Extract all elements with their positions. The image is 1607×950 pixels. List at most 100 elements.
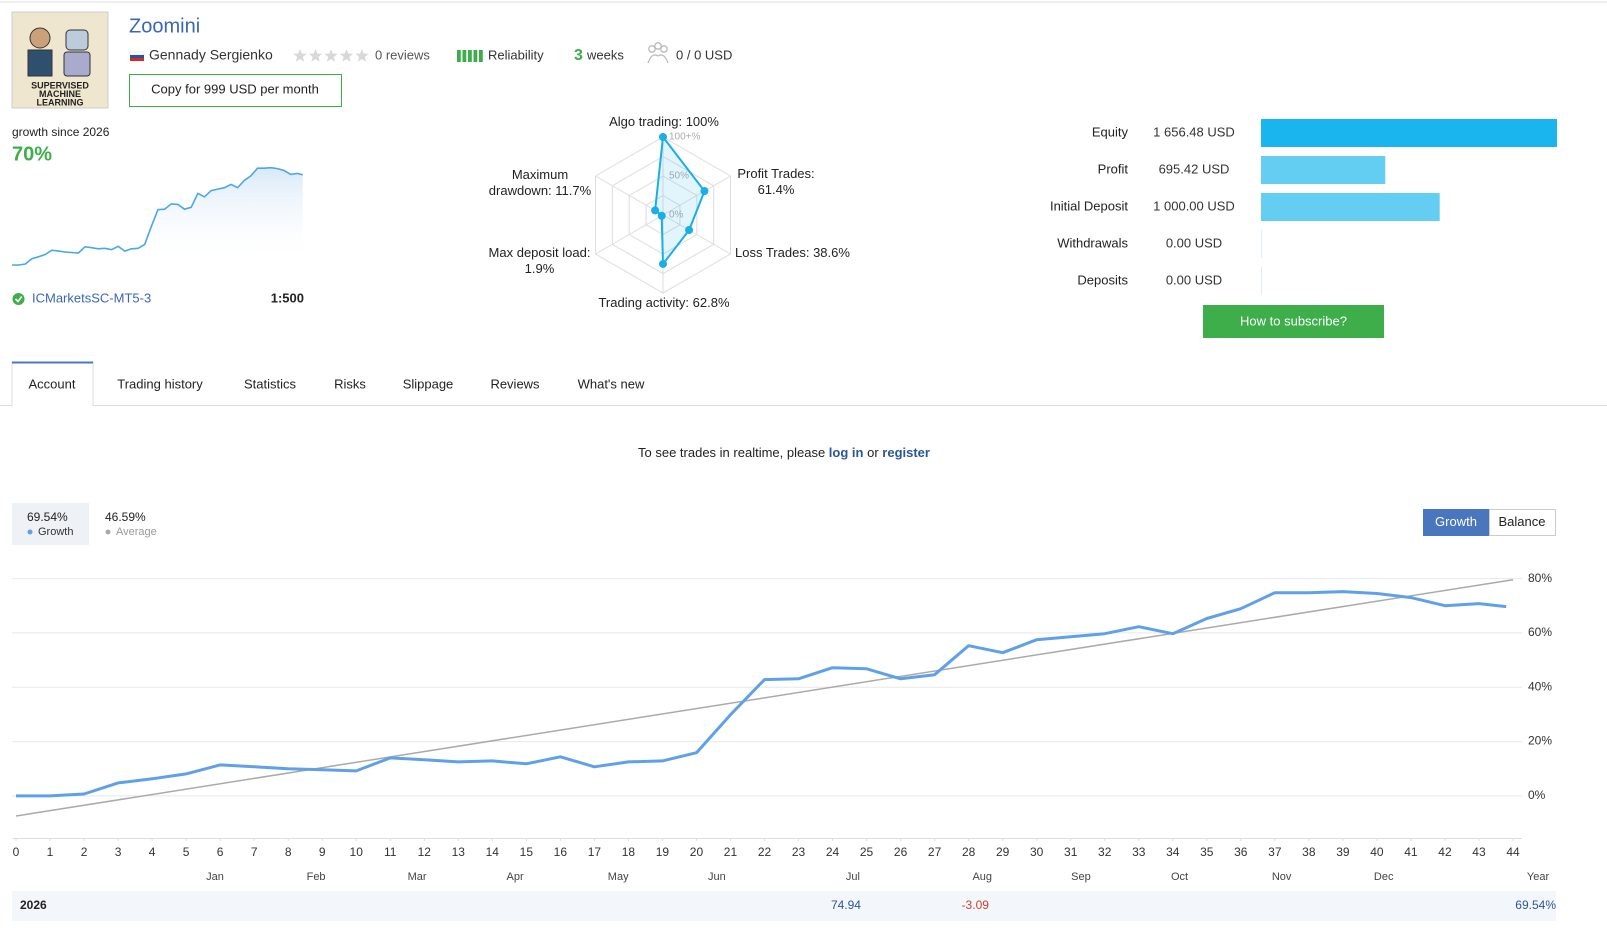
subscribe-button[interactable] [1203, 305, 1384, 338]
radar-ring-label: 50% [669, 171, 689, 182]
reliability-icon [462, 50, 467, 62]
reliability: Reliability [488, 47, 544, 62]
mode-button[interactable] [1489, 509, 1556, 536]
star-icon [355, 49, 369, 62]
x-tick-label: 34 [1166, 845, 1180, 859]
year-row-value: -3.09 [962, 898, 990, 912]
x-tick-label: 37 [1268, 845, 1282, 859]
subscribe-button-label[interactable]: How to subscribe? [1240, 313, 1347, 328]
balance-value: 695.42 USD [1159, 161, 1230, 176]
x-tick-label: 19 [656, 845, 670, 859]
title[interactable]: Zoomini [129, 15, 200, 37]
x-tick-label: 23 [792, 845, 806, 859]
radar-axis-value: 61.4% [757, 182, 795, 197]
radar-area [654, 134, 706, 267]
radar-point [659, 259, 667, 268]
balance-name: Withdrawals [1057, 235, 1128, 250]
radar-label: Profit Trades: 61.4% [726, 166, 826, 198]
x-tick-label: 0 [13, 845, 20, 859]
x-tick-label: 42 [1438, 845, 1452, 859]
tab[interactable]: Statistics [244, 376, 297, 391]
broker-link[interactable]: ICMarketsSC-MT5-3 [32, 290, 151, 305]
subscribers: 0 / 0 USD [676, 47, 732, 62]
star-icon [339, 49, 354, 62]
legend-name[interactable]: Growth [38, 526, 73, 538]
month-label: Dec [1374, 871, 1394, 883]
radar-ring-label: 0% [669, 210, 684, 221]
month-label: Jun [708, 871, 726, 883]
x-tick-label: 40 [1370, 845, 1384, 859]
x-tick-label: 2 [81, 845, 88, 859]
radar-point [657, 211, 666, 220]
x-tick-label: 8 [285, 845, 292, 859]
y-tick-label: 20% [1528, 734, 1552, 748]
month-label: Nov [1272, 871, 1292, 883]
balance-bar [1261, 193, 1440, 221]
radar-axis-value: 100% [685, 114, 719, 129]
tab[interactable]: Risks [334, 376, 366, 391]
reliability-icon [468, 50, 472, 62]
reliability-icon [473, 50, 478, 62]
growth-label: growth since 2026 [12, 125, 110, 139]
logo-text: LEARNING [37, 97, 84, 107]
tab[interactable]: Trading history [117, 376, 203, 391]
radar-point [659, 133, 667, 141]
x-tick-label: 29 [996, 845, 1010, 859]
logo-robot [63, 51, 91, 77]
tab[interactable]: What's new [578, 376, 645, 391]
month-label: Oct [1171, 871, 1188, 883]
radar-axis-name: Algo trading: [609, 114, 683, 129]
flag [130, 58, 144, 61]
x-tick-label: 44 [1506, 845, 1520, 859]
x-tick-label: 10 [350, 845, 364, 859]
logo-figure [29, 27, 51, 49]
year-label: Year [1527, 871, 1550, 883]
mode-button-label[interactable]: Growth [1435, 514, 1477, 529]
radar-label: Trading activity: 62.8% [584, 295, 744, 311]
x-tick-label: 4 [149, 845, 156, 859]
y-tick-label: 80% [1528, 571, 1552, 585]
login-link[interactable]: log in [828, 445, 864, 460]
weeks-value: 3 [574, 47, 583, 64]
year-row-value: 74.94 [831, 898, 861, 912]
register-link[interactable]: register [882, 445, 930, 460]
mode-button-label[interactable]: Balance [1499, 514, 1546, 529]
x-tick-label: 36 [1234, 845, 1248, 859]
x-tick-label: 27 [928, 845, 942, 859]
x-tick-label: 1 [47, 845, 54, 859]
x-tick-label: 14 [486, 845, 500, 859]
star-icon [308, 49, 323, 62]
legend-dot [27, 529, 33, 535]
x-tick-label: 30 [1030, 845, 1044, 859]
x-tick-label: 33 [1132, 845, 1146, 859]
sparkline-area [12, 167, 303, 265]
radar-label: Algo trading: 100% [584, 114, 744, 130]
balance-name: Initial Deposit [1050, 198, 1128, 213]
logo-text: SUPERVISED [31, 80, 89, 90]
author[interactable]: Gennady Sergienko [149, 47, 273, 63]
tab[interactable]: Reviews [490, 376, 540, 391]
legend-name[interactable]: Average [116, 526, 157, 538]
copy-button-label[interactable]: Copy for 999 USD per month [151, 81, 319, 96]
copy-button[interactable] [129, 74, 342, 107]
year-row-total: 69.54% [1515, 898, 1556, 912]
growth-value: 70% [12, 143, 52, 165]
star-icon [324, 49, 338, 62]
reviews-link[interactable]: 0 reviews [375, 47, 430, 62]
balance-value: 1 000.00 USD [1153, 198, 1235, 213]
x-tick-label: 31 [1064, 845, 1078, 859]
logo-text: MACHINE [39, 89, 81, 99]
x-tick-label: 32 [1098, 845, 1112, 859]
year-row [12, 891, 1556, 921]
x-tick-label: 39 [1336, 845, 1350, 859]
month-label: Mar [408, 871, 427, 883]
leverage: 1:500 [271, 290, 304, 305]
balance-value: 1 656.48 USD [1153, 124, 1235, 139]
radar-point [700, 187, 709, 196]
logo-figure [27, 49, 53, 77]
x-tick-label: 35 [1200, 845, 1214, 859]
tab-active[interactable]: Account [29, 376, 76, 391]
radar-axis-value: 11.7% [555, 183, 592, 198]
subscribers-icon [647, 54, 669, 64]
tab[interactable]: Slippage [403, 376, 454, 391]
